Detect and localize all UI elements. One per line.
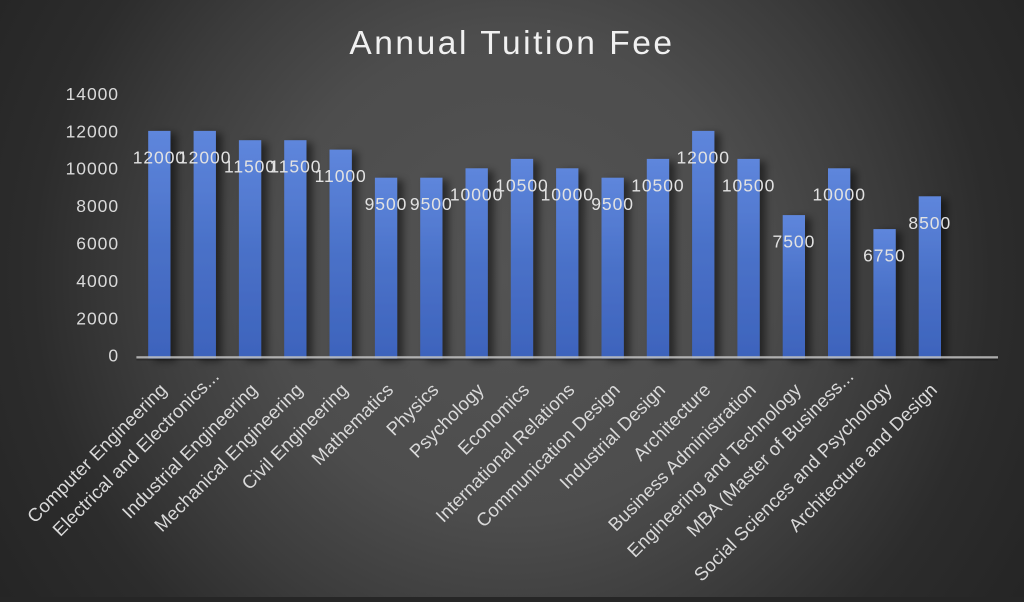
svg-text:12000: 12000 <box>676 147 729 167</box>
svg-text:8000: 8000 <box>76 196 119 216</box>
svg-text:7500: 7500 <box>773 232 816 252</box>
svg-text:12000: 12000 <box>66 121 119 141</box>
svg-text:Annual Tuition Fee: Annual Tuition Fee <box>349 25 674 62</box>
svg-text:10500: 10500 <box>495 175 548 195</box>
svg-text:6000: 6000 <box>76 234 119 254</box>
svg-text:11500: 11500 <box>269 157 321 177</box>
svg-text:14000: 14000 <box>66 84 119 104</box>
svg-text:11500: 11500 <box>224 157 276 177</box>
svg-text:2000: 2000 <box>76 308 119 328</box>
svg-text:10000: 10000 <box>450 185 503 205</box>
svg-text:10000: 10000 <box>541 185 594 205</box>
svg-text:9500: 9500 <box>365 194 408 214</box>
svg-text:10500: 10500 <box>722 175 775 195</box>
svg-text:10000: 10000 <box>812 185 865 205</box>
svg-text:12000: 12000 <box>178 147 231 167</box>
svg-text:11000: 11000 <box>315 166 367 186</box>
svg-text:12000: 12000 <box>133 147 186 167</box>
svg-text:6750: 6750 <box>863 246 906 266</box>
svg-text:9500: 9500 <box>591 194 634 214</box>
svg-text:10000: 10000 <box>66 159 119 179</box>
svg-text:0: 0 <box>108 346 119 366</box>
svg-text:10500: 10500 <box>631 175 684 195</box>
svg-text:8500: 8500 <box>908 213 951 233</box>
svg-text:9500: 9500 <box>410 194 453 214</box>
svg-text:4000: 4000 <box>76 271 119 291</box>
